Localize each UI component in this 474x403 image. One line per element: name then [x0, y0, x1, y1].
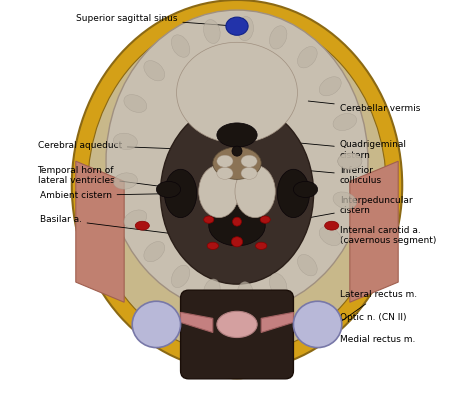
Ellipse shape — [237, 282, 254, 306]
Text: Internal carotid a.
(cavernous segment): Internal carotid a. (cavernous segment) — [332, 226, 436, 245]
FancyBboxPatch shape — [181, 290, 293, 379]
Ellipse shape — [325, 221, 339, 230]
Polygon shape — [261, 312, 293, 332]
Ellipse shape — [226, 17, 248, 35]
Ellipse shape — [231, 237, 243, 247]
Text: Ambient cistern: Ambient cistern — [39, 191, 178, 200]
Ellipse shape — [232, 146, 242, 156]
Ellipse shape — [204, 216, 214, 223]
Ellipse shape — [217, 167, 233, 179]
Ellipse shape — [270, 273, 287, 297]
Text: Quadrigeminal
cistern: Quadrigeminal cistern — [260, 139, 407, 160]
Ellipse shape — [338, 153, 362, 169]
Ellipse shape — [298, 46, 317, 68]
Ellipse shape — [171, 265, 190, 288]
Text: Temporal horn of
lateral ventricles: Temporal horn of lateral ventricles — [37, 166, 166, 187]
Ellipse shape — [217, 311, 257, 337]
Text: Lateral rectus m.: Lateral rectus m. — [340, 291, 417, 321]
Ellipse shape — [106, 10, 368, 312]
Ellipse shape — [160, 103, 314, 284]
Ellipse shape — [293, 301, 342, 347]
Ellipse shape — [124, 95, 147, 112]
Text: Cerebellar vermis: Cerebellar vermis — [308, 101, 420, 113]
Ellipse shape — [333, 114, 356, 131]
Polygon shape — [181, 312, 213, 332]
Ellipse shape — [333, 192, 356, 209]
Ellipse shape — [124, 210, 147, 228]
Text: Inferior
colliculus: Inferior colliculus — [252, 166, 382, 185]
Ellipse shape — [197, 322, 277, 379]
Text: Superior sagittal sinus: Superior sagittal sinus — [76, 14, 234, 26]
Ellipse shape — [88, 16, 386, 355]
Ellipse shape — [338, 153, 362, 169]
Ellipse shape — [132, 301, 181, 347]
Ellipse shape — [113, 133, 137, 150]
Ellipse shape — [213, 147, 261, 179]
Ellipse shape — [156, 181, 181, 197]
Ellipse shape — [209, 206, 265, 246]
Ellipse shape — [298, 254, 317, 276]
Ellipse shape — [217, 123, 257, 147]
Ellipse shape — [135, 221, 149, 230]
Ellipse shape — [205, 302, 269, 375]
Text: Medial rectus m.: Medial rectus m. — [288, 326, 415, 344]
Ellipse shape — [204, 279, 220, 303]
Ellipse shape — [217, 155, 233, 167]
Ellipse shape — [113, 173, 137, 189]
Text: Optic n. (CN II): Optic n. (CN II) — [280, 313, 406, 322]
Polygon shape — [76, 161, 124, 302]
Ellipse shape — [164, 169, 197, 218]
Text: Basilar a.: Basilar a. — [39, 215, 234, 241]
Text: Cerebral aqueduct: Cerebral aqueduct — [37, 141, 234, 151]
Ellipse shape — [260, 216, 270, 223]
Ellipse shape — [72, 0, 402, 371]
Ellipse shape — [144, 241, 164, 262]
Ellipse shape — [270, 26, 287, 49]
Ellipse shape — [293, 181, 318, 197]
Polygon shape — [350, 161, 398, 302]
Ellipse shape — [319, 226, 341, 246]
Ellipse shape — [199, 165, 239, 218]
Ellipse shape — [277, 169, 310, 218]
Ellipse shape — [319, 77, 341, 96]
Ellipse shape — [176, 42, 298, 143]
Ellipse shape — [144, 60, 164, 81]
Ellipse shape — [204, 20, 220, 44]
Ellipse shape — [241, 167, 257, 179]
Ellipse shape — [241, 155, 257, 167]
Ellipse shape — [171, 35, 190, 57]
Text: Interpeduncular
cistern: Interpeduncular cistern — [268, 196, 412, 225]
Ellipse shape — [207, 242, 219, 249]
Ellipse shape — [237, 17, 254, 41]
Ellipse shape — [235, 165, 275, 218]
Ellipse shape — [233, 217, 241, 226]
Ellipse shape — [255, 242, 267, 249]
